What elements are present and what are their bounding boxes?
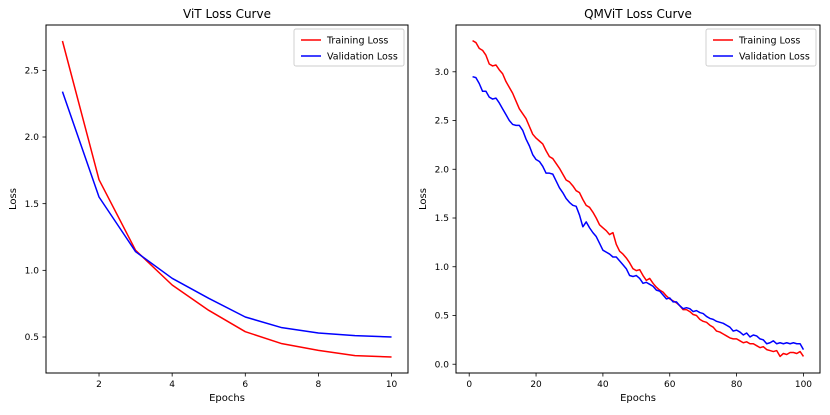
legend-box [705,28,817,67]
x-tick-label: 40 [597,380,609,390]
x-axis-label: Epochs [620,393,656,404]
y-tick-label: 0.5 [435,312,449,322]
y-axis-label: Loss [8,188,19,210]
legend-label: Validation Loss [327,51,398,62]
y-tick-label: 1.5 [25,200,39,210]
training-loss-line [61,40,392,358]
x-tick-label: 2 [96,380,102,390]
y-tick-label: 2.0 [435,165,450,175]
y-tick-label: 2.5 [435,117,449,127]
y-tick-label: 2.5 [25,67,39,77]
x-tick-label: 10 [386,380,398,390]
legend-label: Training Loss [738,35,800,46]
y-tick-label: 0.0 [435,360,450,370]
x-tick-label: 0 [466,380,472,390]
vit-loss-chart: 2 4 6 8 10 0.5 1.0 1.5 2.0 2.5 ViT Loss Curve Epoch… [8,7,409,404]
y-axis-label: Loss [418,188,429,210]
y-tick-label: 0.5 [25,333,39,343]
legend-label: Training Loss [326,35,388,46]
x-tick-label: 8 [316,380,322,390]
x-tick-label: 6 [242,380,248,390]
x-tick-label: 80 [731,380,743,390]
y-tick-label: 3.0 [435,68,450,78]
x-axis-label: Epochs [209,393,245,404]
plot-border [455,24,821,374]
y-tick-label: 1.0 [25,267,40,277]
legend-label: Validation Loss [739,51,810,62]
x-tick-label: 4 [169,380,175,390]
subplot-vit: 2 4 6 8 10 0.5 1.0 1.5 2.0 2.5 ViT Loss Curve Epoch… [8,7,409,404]
chart-title: ViT Loss Curve [183,7,271,21]
x-tick-label: 60 [664,380,676,390]
plot-border [45,24,409,374]
x-tick-label: 100 [795,380,812,390]
y-tick-label: 1.0 [435,263,450,273]
x-tick-label: 20 [530,380,542,390]
training-loss-line [472,39,805,358]
subplot-qmvit: 0 20 40 60 80 100 0.0 0.5 1.0 1.5 2.0 2.5 3.0 QMViT L… [415,0,830,415]
y-tick-label: 2.0 [25,133,40,143]
y-tick-label: 1.5 [435,214,449,224]
validation-loss-line [472,75,805,350]
qmvit-loss-chart: 0 20 40 60 80 100 0.0 0.5 1.0 1.5 2.0 2.5 3.0 QMViT L… [418,7,821,404]
chart-title: QMViT Loss Curve [584,7,692,21]
validation-loss-line [61,91,392,338]
legend-box [293,28,405,67]
